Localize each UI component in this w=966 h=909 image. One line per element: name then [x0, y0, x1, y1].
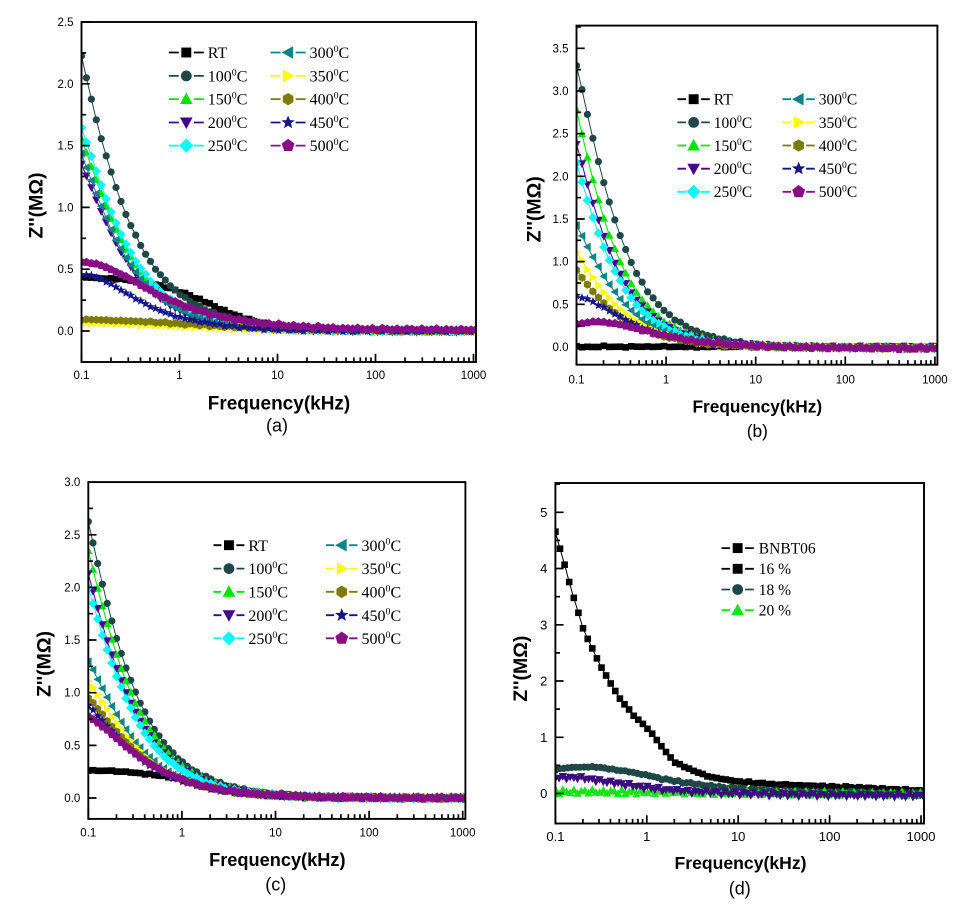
- svg-text:(a): (a): [266, 416, 288, 436]
- svg-text:100: 100: [360, 828, 379, 840]
- svg-text:3.0: 3.0: [64, 477, 80, 489]
- svg-text:4000C: 4000C: [362, 583, 402, 601]
- svg-text:1000: 1000: [922, 375, 948, 387]
- svg-text:0.5: 0.5: [58, 264, 74, 276]
- svg-text:Z''(MΩ): Z''(MΩ): [523, 176, 545, 242]
- svg-text:3: 3: [540, 617, 547, 632]
- svg-text:3000C: 3000C: [310, 44, 350, 62]
- svg-text:1: 1: [663, 375, 669, 387]
- svg-text:0.0: 0.0: [553, 342, 569, 354]
- svg-text:5000C: 5000C: [819, 183, 857, 201]
- svg-text:1.5: 1.5: [64, 635, 80, 647]
- svg-text:2000C: 2000C: [248, 607, 288, 625]
- svg-text:100: 100: [836, 375, 855, 387]
- svg-text:2500C: 2500C: [714, 183, 752, 201]
- svg-text:5: 5: [540, 505, 547, 520]
- svg-text:Frequency(kHz): Frequency(kHz): [692, 397, 822, 417]
- svg-text:3000C: 3000C: [819, 91, 857, 109]
- svg-text:0.0: 0.0: [58, 326, 74, 338]
- svg-text:10: 10: [269, 828, 282, 840]
- svg-text:0.1: 0.1: [546, 829, 564, 844]
- svg-text:1500C: 1500C: [714, 137, 752, 155]
- svg-text:Frequency(kHz): Frequency(kHz): [209, 850, 345, 870]
- svg-text:18 %: 18 %: [759, 582, 791, 599]
- svg-text:100: 100: [819, 829, 841, 844]
- svg-text:4000C: 4000C: [819, 137, 857, 155]
- svg-text:0.0: 0.0: [64, 793, 80, 805]
- svg-text:1: 1: [643, 829, 650, 844]
- svg-text:3.0: 3.0: [553, 86, 569, 98]
- svg-text:1500C: 1500C: [248, 583, 288, 601]
- svg-text:20 %: 20 %: [759, 603, 791, 620]
- svg-text:3500C: 3500C: [362, 560, 402, 578]
- svg-text:1000: 1000: [461, 370, 487, 382]
- svg-text:16 %: 16 %: [759, 561, 791, 578]
- svg-text:0: 0: [540, 786, 547, 801]
- svg-text:2000C: 2000C: [208, 114, 248, 132]
- svg-text:2.0: 2.0: [64, 582, 80, 594]
- svg-text:1000C: 1000C: [208, 67, 248, 85]
- svg-text:BNBT06: BNBT06: [759, 541, 816, 558]
- svg-text:2.5: 2.5: [553, 129, 569, 141]
- svg-text:1: 1: [176, 370, 182, 382]
- svg-text:10: 10: [731, 829, 745, 844]
- svg-text:100: 100: [366, 370, 385, 382]
- svg-text:10: 10: [749, 375, 762, 387]
- svg-text:1.5: 1.5: [58, 141, 74, 153]
- svg-text:2: 2: [540, 674, 547, 689]
- svg-text:0.1: 0.1: [74, 370, 90, 382]
- svg-text:5000C: 5000C: [362, 630, 402, 648]
- svg-text:10: 10: [271, 370, 284, 382]
- svg-text:1.0: 1.0: [553, 257, 569, 269]
- svg-text:2500C: 2500C: [248, 630, 288, 648]
- svg-text:(b): (b): [747, 421, 768, 441]
- svg-text:4500C: 4500C: [362, 607, 402, 625]
- svg-text:1: 1: [540, 730, 547, 745]
- svg-text:Z''(MΩ): Z''(MΩ): [25, 172, 47, 238]
- svg-text:2.0: 2.0: [58, 79, 74, 91]
- svg-text:Z''(MΩ): Z''(MΩ): [34, 631, 56, 697]
- svg-text:1000C: 1000C: [714, 114, 752, 132]
- svg-text:0.1: 0.1: [569, 375, 585, 387]
- svg-text:1.5: 1.5: [553, 214, 569, 226]
- svg-text:Frequency(kHz): Frequency(kHz): [208, 394, 351, 415]
- svg-text:1000: 1000: [907, 829, 936, 844]
- svg-text:0.5: 0.5: [64, 740, 80, 752]
- svg-text:1000: 1000: [450, 828, 476, 840]
- svg-text:3000C: 3000C: [362, 537, 402, 555]
- svg-text:4500C: 4500C: [819, 160, 857, 178]
- svg-text:3.5: 3.5: [553, 43, 569, 55]
- svg-text:4: 4: [540, 561, 547, 576]
- svg-text:2000C: 2000C: [714, 160, 752, 178]
- svg-text:(c): (c): [265, 875, 286, 895]
- svg-text:2500C: 2500C: [208, 137, 248, 155]
- svg-text:1: 1: [179, 828, 185, 840]
- svg-text:(d): (d): [729, 879, 751, 899]
- svg-text:1.0: 1.0: [64, 688, 80, 700]
- svg-text:1.0: 1.0: [58, 202, 74, 214]
- svg-text:3500C: 3500C: [310, 67, 350, 85]
- svg-text:1500C: 1500C: [208, 91, 248, 109]
- svg-text:4000C: 4000C: [310, 91, 350, 109]
- svg-text:2.5: 2.5: [58, 17, 74, 29]
- svg-text:Frequency(kHz): Frequency(kHz): [675, 853, 807, 873]
- svg-text:Z''(MΩ): Z''(MΩ): [510, 636, 532, 702]
- svg-text:5000C: 5000C: [310, 137, 350, 155]
- svg-text:0.5: 0.5: [553, 299, 569, 311]
- svg-text:RT: RT: [208, 45, 228, 62]
- svg-text:4500C: 4500C: [310, 114, 350, 132]
- svg-text:2.5: 2.5: [64, 530, 80, 542]
- svg-text:RT: RT: [714, 92, 733, 109]
- svg-text:RT: RT: [248, 538, 268, 555]
- svg-text:2.0: 2.0: [553, 171, 569, 183]
- svg-text:3500C: 3500C: [819, 114, 857, 132]
- svg-text:1000C: 1000C: [248, 560, 288, 578]
- svg-text:0.1: 0.1: [80, 828, 96, 840]
